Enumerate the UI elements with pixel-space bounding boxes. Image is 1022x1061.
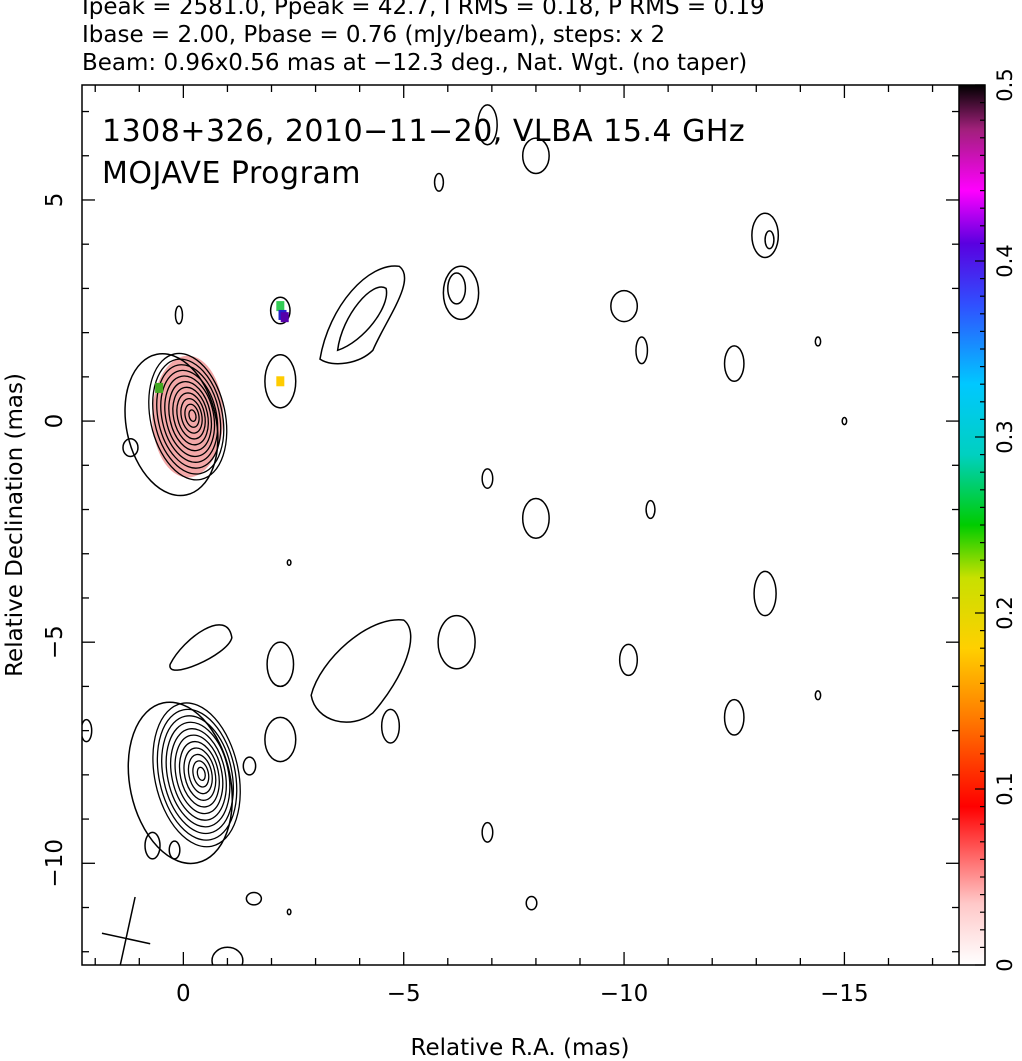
contour-blob <box>447 272 467 305</box>
contour-blob <box>144 831 161 860</box>
contour-blob <box>635 336 649 365</box>
contour-level-mirror-core <box>156 708 238 841</box>
contour-level-mirror-core <box>174 734 224 815</box>
jet-contour-south <box>310 619 412 723</box>
contour-blob <box>174 305 184 325</box>
contour-blob <box>477 104 498 146</box>
contour-level-core <box>176 392 206 440</box>
contour-blob <box>764 230 775 250</box>
contour-blob <box>168 840 181 860</box>
x-axis-label: Relative R.A. (mas) <box>411 1035 630 1061</box>
y-tick-label: −10 <box>42 839 68 888</box>
outer-contour-mirror-core <box>127 701 234 865</box>
contour-blob <box>380 708 401 744</box>
source-annotation: 1308+326, 2010−11−20, VLBA 15.4 GHz <box>102 114 746 149</box>
y-axis-label: Relative Declination (mas) <box>2 373 28 677</box>
program-annotation: MOJAVE Program <box>102 156 362 191</box>
contour-level-mirror-core <box>170 728 227 821</box>
contour-blob <box>723 698 745 736</box>
contour-level-mirror-core <box>183 747 217 801</box>
contour-level-mirror-core <box>178 740 220 808</box>
contour-blob <box>751 212 780 259</box>
plot-frame <box>81 84 986 966</box>
contour-blob <box>211 946 244 965</box>
header-line-base: Ibase = 2.00, Pbase = 0.76 (mJy/beam), s… <box>82 22 666 48</box>
contour-level-core <box>180 397 203 434</box>
contour-level-mirror-core <box>165 721 231 828</box>
polarization-pixel <box>280 312 289 323</box>
contour-blob <box>286 908 292 916</box>
contour-blob <box>122 438 139 458</box>
contour-blob <box>481 821 494 843</box>
polarization-pixel <box>155 382 164 393</box>
y-tick-label: 0 <box>42 414 68 429</box>
contour-level-core <box>164 375 216 458</box>
contour-blob <box>521 137 550 175</box>
contour-level-core <box>152 358 225 475</box>
contour-blob <box>266 641 295 688</box>
contour-blob <box>442 265 480 321</box>
contour-level-mirror-core <box>196 766 206 782</box>
colorbar-tick-label: 0.4 <box>993 244 1017 277</box>
contour-level-mirror-core <box>192 760 210 788</box>
contour-level-mirror-core <box>161 715 234 835</box>
contour-blob <box>242 756 257 776</box>
contour-blob <box>525 895 538 911</box>
contour-level-core <box>172 386 209 446</box>
contour-blob <box>723 345 745 383</box>
contour-blob <box>814 690 822 701</box>
jet-contour-north <box>319 265 406 365</box>
x-tick-label: −15 <box>820 981 869 1007</box>
outer-contour-core <box>124 353 219 497</box>
colorbar-tick-label: 0.2 <box>993 596 1017 629</box>
colorbar-tick-label: 0.1 <box>993 772 1017 805</box>
y-tick-label: 5 <box>42 193 68 208</box>
colorbar-tick-label: 0.5 <box>993 68 1017 101</box>
beam-minor-axis <box>101 932 151 945</box>
polarization-pixel <box>276 376 285 387</box>
jet-contour-north-inner <box>336 286 388 352</box>
contour-blob <box>437 614 476 670</box>
contour-level-mirror-core <box>152 702 241 848</box>
header-line-peak: Ipeak = 2581.0, Ppeak = 42.7, I RMS = 0.… <box>82 0 765 20</box>
contour-blob <box>841 416 848 426</box>
contour-level-core <box>160 369 219 463</box>
knot-contour <box>169 624 233 671</box>
contour-blob <box>814 336 822 347</box>
contour-blob <box>264 716 297 763</box>
contour-level-core <box>168 381 213 452</box>
x-tick-label: 0 <box>176 981 191 1007</box>
contour-level-core <box>184 403 200 428</box>
y-tick-label: −5 <box>42 625 68 659</box>
colorbar-tick-label: 0.3 <box>993 420 1017 453</box>
contour-blob <box>753 570 777 617</box>
contour-level-core <box>148 352 228 481</box>
contour-blob <box>645 499 656 520</box>
contour-blob <box>521 497 550 540</box>
x-tick-label: −5 <box>387 981 421 1007</box>
contour-blob <box>481 468 494 490</box>
colorbar-tick-label: 0 <box>993 958 1017 971</box>
header-line-beam: Beam: 0.96x0.56 mas at −12.3 deg., Nat. … <box>82 50 748 76</box>
polarization-pixel <box>276 301 285 312</box>
contour-blob <box>245 891 263 906</box>
contour-blob <box>433 172 445 192</box>
contour-blob <box>269 296 291 325</box>
contour-level-core <box>156 364 222 469</box>
contour-blob <box>610 289 639 323</box>
contour-level-mirror-core <box>187 753 213 795</box>
contour-blob <box>618 643 639 677</box>
contour-blob <box>264 353 297 409</box>
contour-blob <box>286 559 292 566</box>
contour-level-core <box>188 409 197 423</box>
contour-blob <box>82 718 93 743</box>
x-tick-label: −10 <box>600 981 649 1007</box>
